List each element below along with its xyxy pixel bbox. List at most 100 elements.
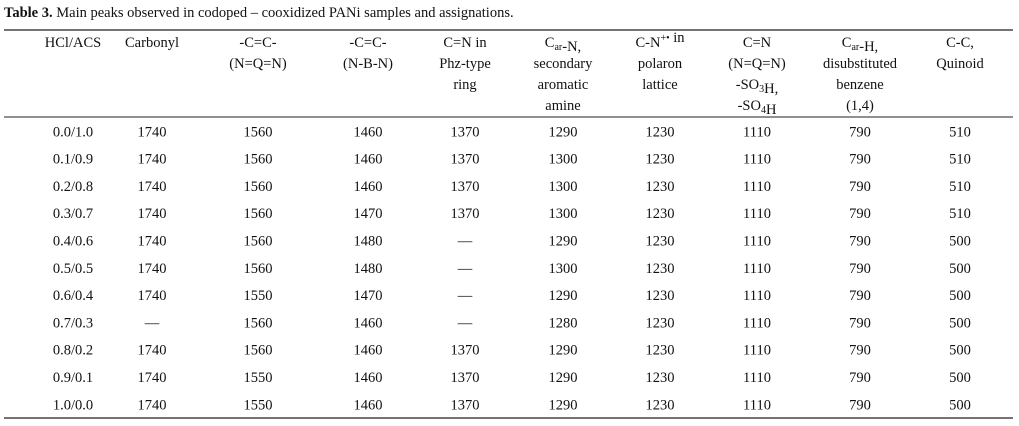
cell: 1460 (354, 370, 383, 386)
header-line: (N-B-N) (343, 56, 393, 72)
cell: 1740 (138, 234, 167, 250)
cell: 1110 (743, 370, 771, 386)
cell: 1110 (743, 343, 771, 359)
cell: 510 (949, 179, 971, 195)
cell: 790 (849, 315, 871, 331)
header-text: Carbonyl (125, 35, 179, 51)
cell: 1230 (646, 124, 675, 140)
header-text: (N=Q=N) (229, 56, 287, 72)
cell: 1460 (354, 343, 383, 359)
header-text: HCl/ACS (45, 35, 101, 51)
header-line: aromatic (538, 77, 589, 93)
table-label: Table 3. (4, 5, 53, 21)
cell: 1290 (549, 370, 578, 386)
cell: 1290 (549, 343, 578, 359)
cell: 790 (849, 206, 871, 222)
header-text: benzene (836, 77, 884, 93)
header-text: -SO (736, 77, 759, 93)
header-line: Car-N, (545, 35, 581, 55)
subscript: 4 (761, 105, 766, 116)
header-line: C=N in (443, 35, 487, 51)
header-line: amine (545, 98, 580, 114)
row-label: 1.0/0.0 (53, 397, 93, 413)
cell: 510 (949, 124, 971, 140)
header-line: lattice (642, 77, 677, 93)
cell: 500 (949, 261, 971, 277)
cell: 1560 (244, 152, 273, 168)
cell: 1740 (138, 261, 167, 277)
cell: 1740 (138, 152, 167, 168)
cell: 1110 (743, 288, 771, 304)
row-label: 0.4/0.6 (53, 234, 93, 250)
cell: 500 (949, 288, 971, 304)
subscript: ar (851, 42, 859, 53)
row-label: 0.8/0.2 (53, 343, 93, 359)
cell: 1550 (244, 397, 273, 413)
header-text: ring (453, 77, 476, 93)
cell: 1230 (646, 397, 675, 413)
cell: 1230 (646, 234, 675, 250)
cell: 1280 (549, 315, 578, 331)
header-text: aromatic (538, 77, 589, 93)
cell: 1550 (244, 370, 273, 386)
header-line: secondary (534, 56, 594, 72)
cell: 1230 (646, 206, 675, 222)
row-label: 0.7/0.3 (53, 315, 93, 331)
header-text: C-N (635, 35, 661, 51)
header-line: -C=C- (349, 35, 386, 51)
header-line: (N=Q=N) (229, 56, 287, 72)
cell: 790 (849, 179, 871, 195)
cell: 1110 (743, 179, 771, 195)
cell: 1300 (549, 261, 578, 277)
header-line: (N=Q=N) (728, 56, 786, 72)
cell: 1460 (354, 152, 383, 168)
cell: 1110 (743, 124, 771, 140)
cell: 1230 (646, 315, 675, 331)
header-line: Car-H, (842, 35, 878, 55)
cell: 1740 (138, 370, 167, 386)
cell: 1370 (451, 343, 480, 359)
cell: 1300 (549, 152, 578, 168)
cell: 1470 (354, 206, 383, 222)
cell: 1370 (451, 152, 480, 168)
cell: 1370 (451, 206, 480, 222)
header-text: -SO (738, 98, 761, 114)
cell: 1560 (244, 179, 273, 195)
cell: 790 (849, 343, 871, 359)
superscript: +• (660, 33, 669, 44)
cell: 1740 (138, 343, 167, 359)
cell: 1230 (646, 343, 675, 359)
cell: 1290 (549, 397, 578, 413)
header-line: C-N+• in (635, 30, 685, 51)
header-line: C-C, (946, 35, 974, 51)
cell: 790 (849, 234, 871, 250)
cell: 1460 (354, 124, 383, 140)
row-label: 0.0/1.0 (53, 124, 93, 140)
header-text: C (545, 35, 555, 51)
cell: 1370 (451, 370, 480, 386)
cell: 1110 (743, 206, 771, 222)
cell: 1290 (549, 124, 578, 140)
cell: 1740 (138, 124, 167, 140)
header-text: C=N (743, 35, 772, 51)
cell: 1470 (354, 288, 383, 304)
cell: 1370 (451, 179, 480, 195)
cell: 1740 (138, 206, 167, 222)
cell: 790 (849, 370, 871, 386)
header-line: benzene (836, 77, 884, 93)
cell: 790 (849, 152, 871, 168)
header-text: -C=C- (349, 35, 386, 51)
cell: 1230 (646, 288, 675, 304)
cell: 500 (949, 397, 971, 413)
header-text: Quinoid (936, 56, 984, 72)
cell: 1110 (743, 152, 771, 168)
header-line: HCl/ACS (45, 35, 101, 51)
cell: 1460 (354, 179, 383, 195)
cell: 1290 (549, 234, 578, 250)
header-text: polaron (638, 56, 683, 72)
subscript: 3 (759, 84, 764, 95)
cell: 510 (949, 206, 971, 222)
row-label: 0.3/0.7 (53, 206, 93, 222)
cell: 1740 (138, 179, 167, 195)
